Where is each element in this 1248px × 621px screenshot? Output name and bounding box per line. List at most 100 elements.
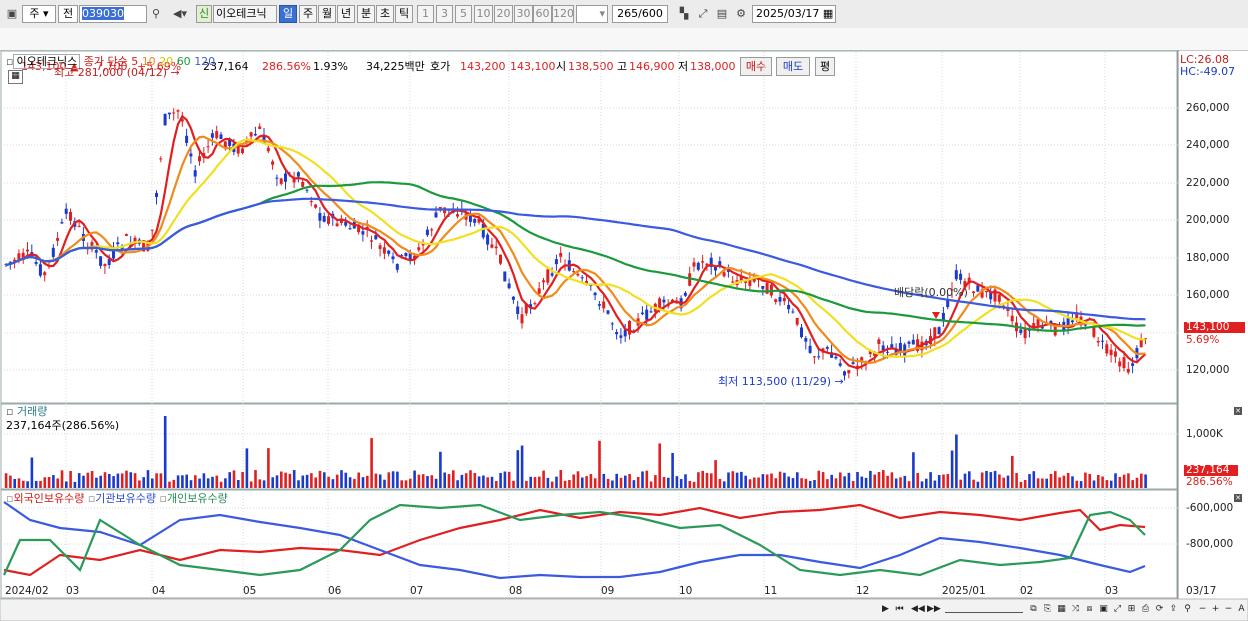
split-icon[interactable]: ⧈ (1086, 604, 1093, 614)
trend-tool-icon[interactable]: ⤢ (698, 7, 708, 20)
chart-type-icon[interactable]: ▚ (679, 7, 689, 20)
evaluate-button[interactable]: 평 (815, 57, 835, 76)
tab-second[interactable]: 초 (376, 5, 394, 23)
font-icon[interactable]: A (1238, 604, 1245, 614)
tab-year[interactable]: 년 (337, 5, 355, 23)
zoom-slider[interactable] (945, 603, 1023, 613)
candle-body (1105, 344, 1109, 354)
volume-bar (636, 476, 640, 488)
grid-icon[interactable]: ▦ (1057, 604, 1066, 614)
volume-bar (920, 481, 924, 488)
candle-body (404, 253, 408, 257)
candle-body (477, 218, 481, 223)
candle-body (860, 357, 864, 363)
interval-10[interactable]: 10 (474, 5, 493, 23)
interval-custom-select[interactable]: ▾ (576, 5, 608, 23)
interval-3[interactable]: 3 (436, 5, 453, 23)
data-count-field[interactable]: 265/600 (612, 5, 668, 23)
date-field[interactable]: 2025/03/17 ▦ (752, 5, 836, 23)
export-icon[interactable]: ⇪ (1169, 604, 1178, 614)
tab-month[interactable]: 월 (318, 5, 336, 23)
market-select[interactable]: 주 ▾ (22, 5, 56, 23)
interval-5[interactable]: 5 (455, 5, 472, 23)
candle-body (602, 301, 606, 309)
candle-body (894, 348, 898, 356)
sound-icon[interactable]: ◀▾ (173, 7, 187, 20)
volume-bar (787, 476, 790, 488)
interval-30[interactable]: 30 (514, 5, 533, 23)
volume-bar (705, 472, 709, 488)
candle-body (155, 192, 158, 198)
search-icon[interactable]: ⚲ (151, 7, 161, 20)
candle-body (817, 356, 821, 358)
volume-bar (396, 471, 399, 488)
interval-1[interactable]: 1 (417, 5, 434, 23)
scroll-forward-icon[interactable]: ▶▶ (927, 604, 941, 614)
volume-bar (1019, 481, 1023, 488)
print-icon[interactable]: ⎙ (1141, 604, 1150, 614)
volume-bar (654, 475, 657, 488)
volume-bar (1097, 474, 1100, 488)
volume-bar (658, 443, 661, 488)
prev-button[interactable]: 전 (58, 5, 78, 23)
volume-bar (993, 470, 997, 488)
tab-tick[interactable]: 틱 (395, 5, 413, 23)
candle-body (830, 352, 834, 358)
candle-body (322, 215, 326, 222)
candle-body (17, 253, 21, 262)
volume-bar (426, 476, 429, 488)
save-icon[interactable]: ▤ (716, 7, 728, 20)
candle-body (202, 153, 206, 157)
new-button[interactable]: 신 (196, 5, 212, 23)
minus-icon[interactable]: − (1198, 604, 1207, 614)
copy-icon[interactable]: ⎘ (1043, 604, 1052, 614)
sell-button[interactable]: 매도 (776, 57, 810, 76)
volume-bar (348, 477, 352, 488)
volume-bar (4, 473, 8, 488)
panel-icon[interactable]: ▣ (1099, 604, 1108, 614)
candle-body (825, 347, 829, 349)
stock-code-input[interactable]: 039030 (79, 5, 147, 23)
tile-icon[interactable]: ⊞ (1127, 604, 1136, 614)
tab-week[interactable]: 주 (299, 5, 317, 23)
interval-120[interactable]: 120 (552, 5, 574, 23)
chart-window-icon[interactable]: ▣ (6, 7, 18, 20)
volume-bar (796, 472, 799, 488)
candle-body (1036, 319, 1040, 326)
scroll-right-icon[interactable]: ▶ (882, 604, 889, 614)
layout-icon[interactable]: ⧉ (1030, 604, 1037, 614)
candle-body (976, 285, 980, 292)
refresh-icon[interactable]: ⟳ (1155, 604, 1164, 614)
volume-bar (421, 474, 425, 488)
zoom-in-icon[interactable]: ⚲ (1184, 604, 1191, 614)
volume-bar (581, 477, 584, 488)
volume-bar (69, 470, 72, 488)
candle-body (701, 261, 705, 263)
table-icon[interactable]: ▦ (8, 70, 23, 84)
arrows-icon[interactable]: ⤨ (1071, 604, 1080, 614)
plus-icon[interactable]: + (1211, 604, 1220, 614)
candle-body (473, 218, 477, 223)
candle-body (318, 213, 322, 221)
candle-body (60, 222, 64, 224)
minus2-icon[interactable]: − (1224, 604, 1233, 614)
interval-60[interactable]: 60 (533, 5, 552, 23)
volume-bar (968, 471, 971, 488)
scroll-first-icon[interactable]: ⏮ (895, 604, 904, 614)
interval-20[interactable]: 20 (494, 5, 513, 23)
tab-day[interactable]: 일 (279, 5, 297, 23)
candle-body (142, 242, 146, 252)
expand-icon[interactable]: ⤢ (1113, 604, 1122, 614)
volume-bar (890, 472, 894, 488)
volume-bar (206, 478, 210, 488)
candle-body (189, 153, 193, 157)
scroll-back-icon[interactable]: ◀◀ (911, 604, 925, 614)
candle-body (490, 244, 494, 248)
volume-value: 237,164 (203, 60, 249, 73)
holding-panel-close-icon[interactable]: ✕ (1234, 494, 1242, 502)
stock-chart[interactable] (0, 50, 1248, 621)
candle-body (778, 297, 782, 302)
settings-icon[interactable]: ⚙ (736, 7, 746, 20)
tab-minute[interactable]: 분 (357, 5, 375, 23)
volume-panel-close-icon[interactable]: ✕ (1234, 407, 1242, 415)
